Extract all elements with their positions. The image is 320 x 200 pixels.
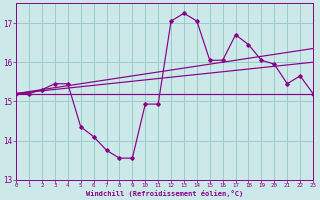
X-axis label: Windchill (Refroidissement éolien,°C): Windchill (Refroidissement éolien,°C) xyxy=(86,190,243,197)
